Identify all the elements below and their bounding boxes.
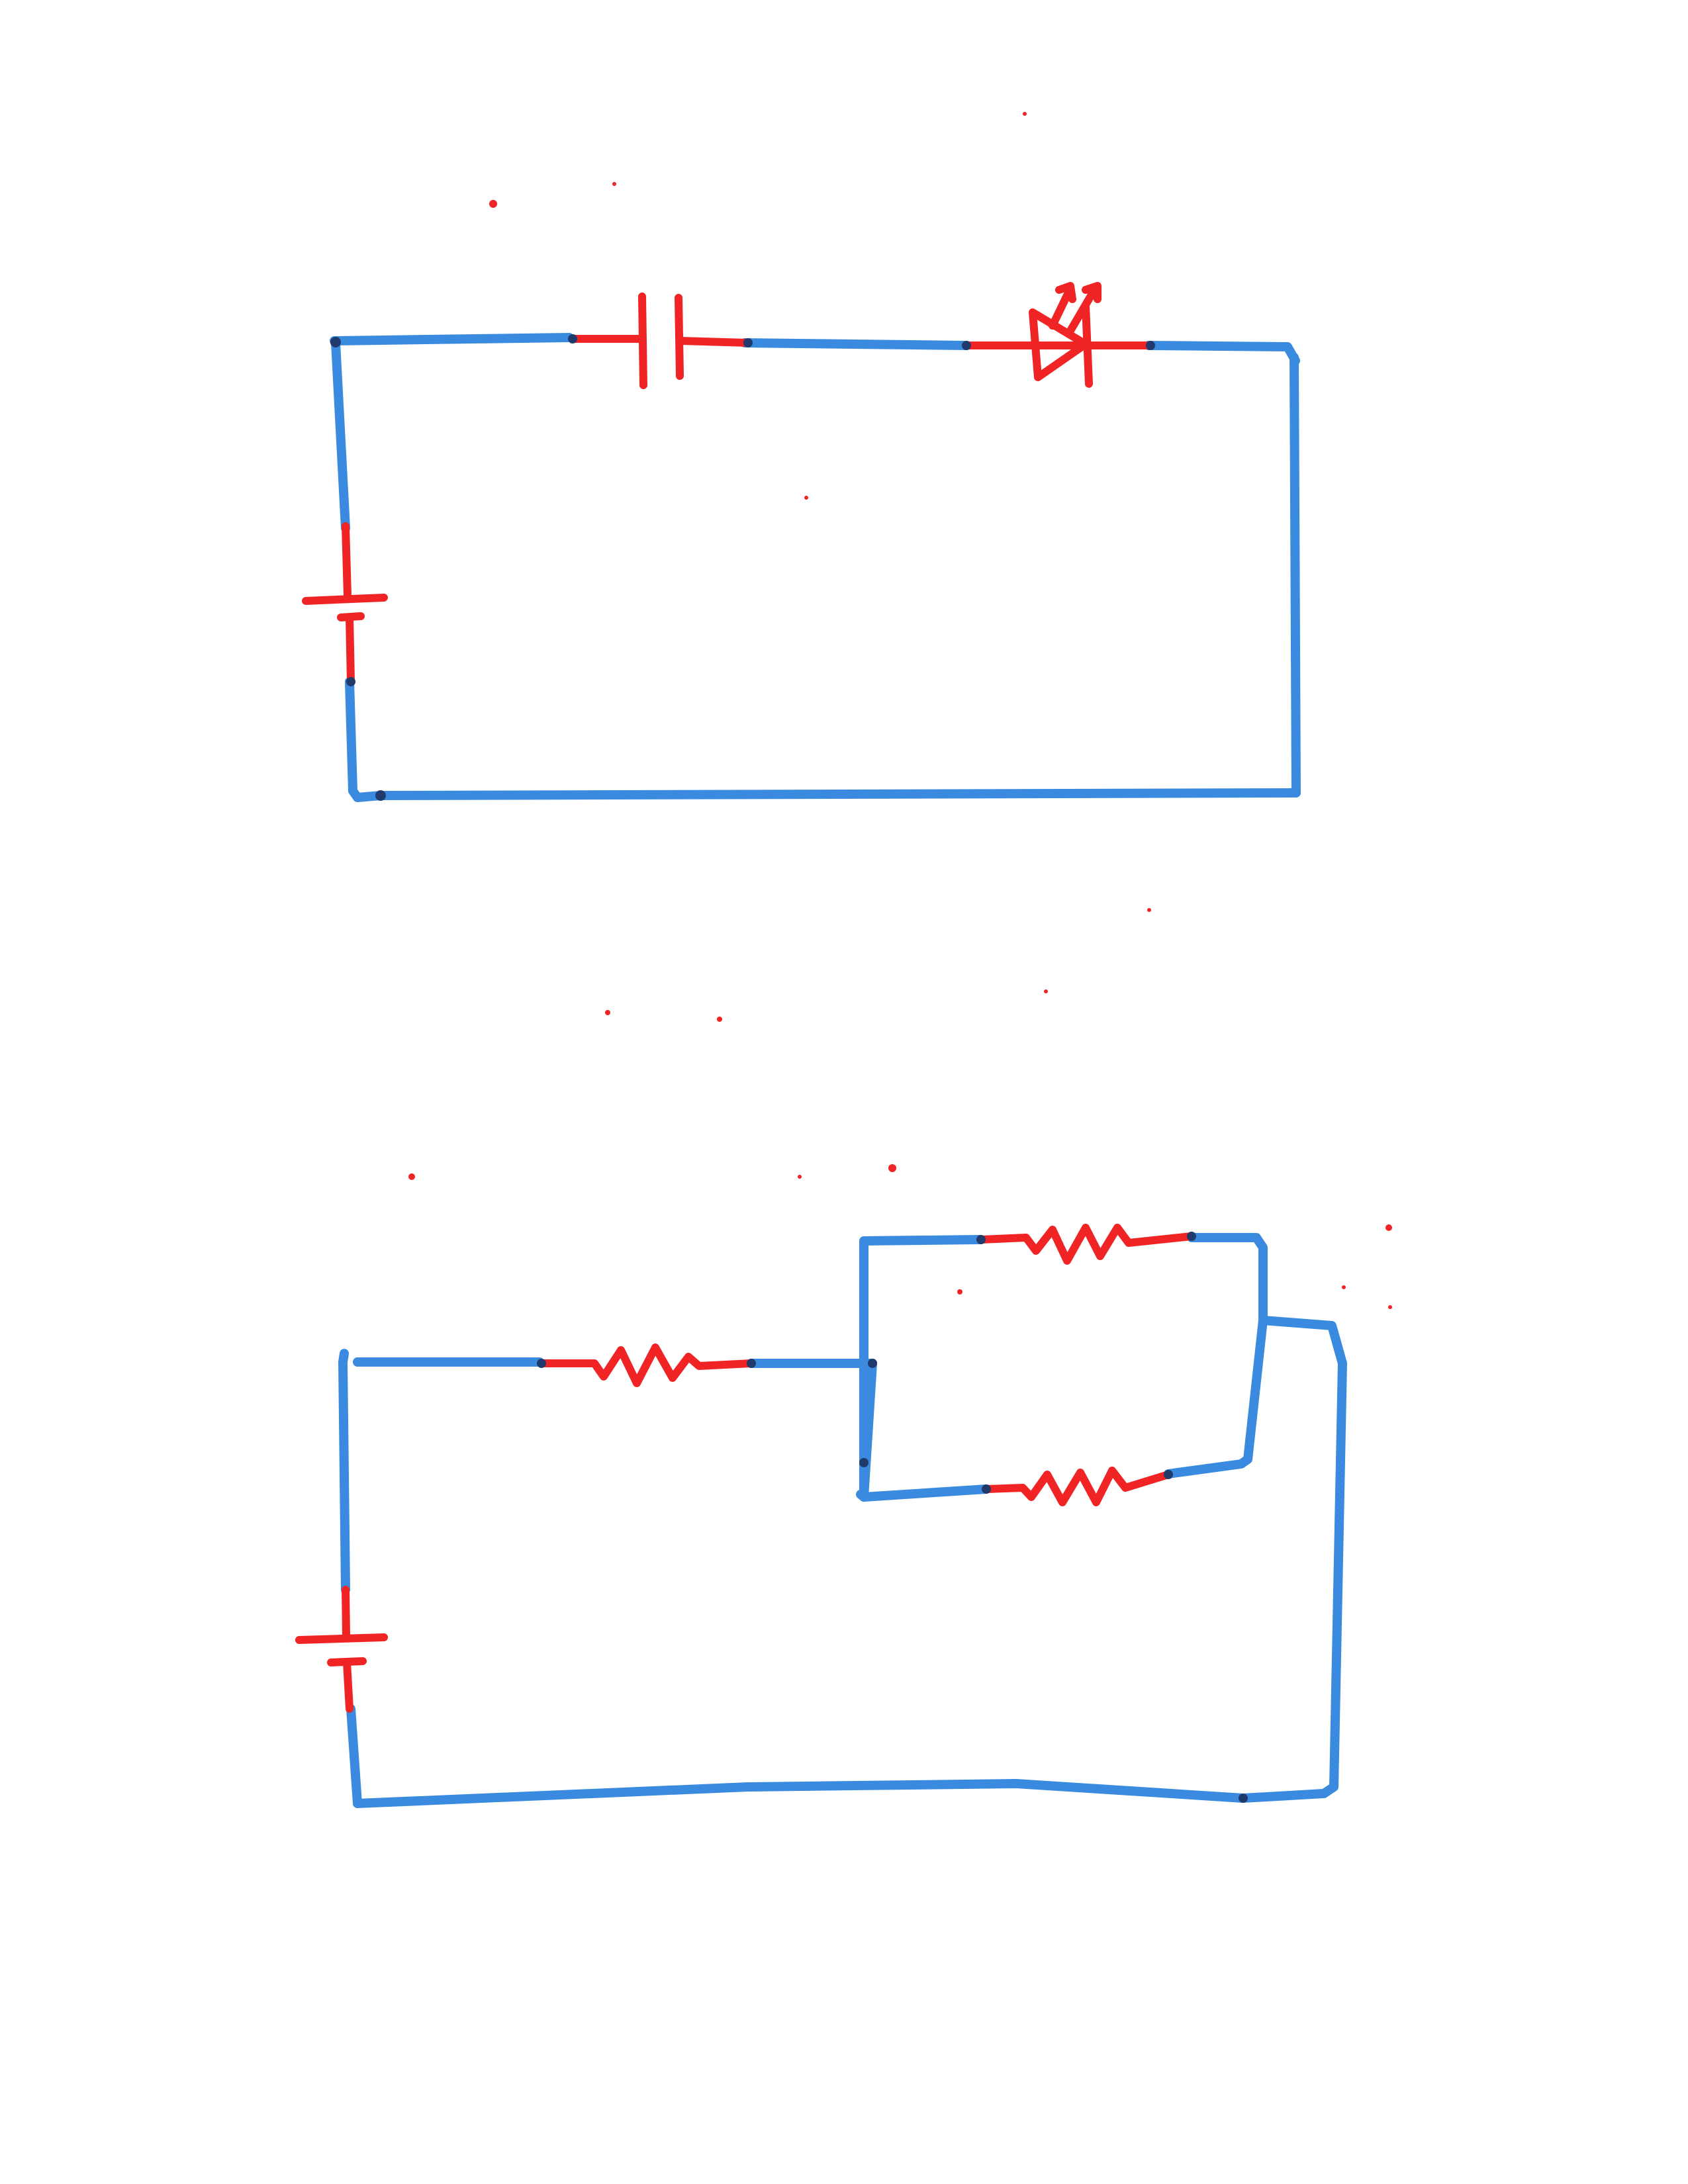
resistor-icon <box>977 1224 1196 1265</box>
wire-top-right <box>1144 341 1300 365</box>
ink-specks <box>408 112 1392 1309</box>
wire-left-lower <box>345 677 357 796</box>
wire-parallel-top-right <box>1187 1233 1268 1325</box>
battery-icon <box>302 522 388 686</box>
battery-icon <box>295 1586 388 1713</box>
circuit-2 <box>295 1224 1347 1808</box>
resistor-icon <box>982 1467 1172 1506</box>
wire-parallel-bottom-right <box>1164 1316 1268 1479</box>
led-icon <box>964 282 1154 388</box>
wire-top-left <box>330 333 574 345</box>
wire-bottom <box>376 788 1301 800</box>
wire-left-upper <box>338 1349 350 1594</box>
wire-left-lower <box>346 1704 362 1808</box>
wire-top-middle <box>740 338 971 350</box>
wire-bottom <box>353 1779 1248 1808</box>
wire-right <box>1289 353 1301 797</box>
wire-left-upper <box>331 338 350 533</box>
wire-right-loop <box>1239 1316 1347 1803</box>
wire-parallel-bottom-left <box>859 1484 991 1502</box>
resistor-icon <box>538 1343 755 1387</box>
circuit-1 <box>302 282 1301 802</box>
wire-parallel-top-left <box>859 1235 984 1502</box>
capacitor-icon <box>569 293 752 389</box>
